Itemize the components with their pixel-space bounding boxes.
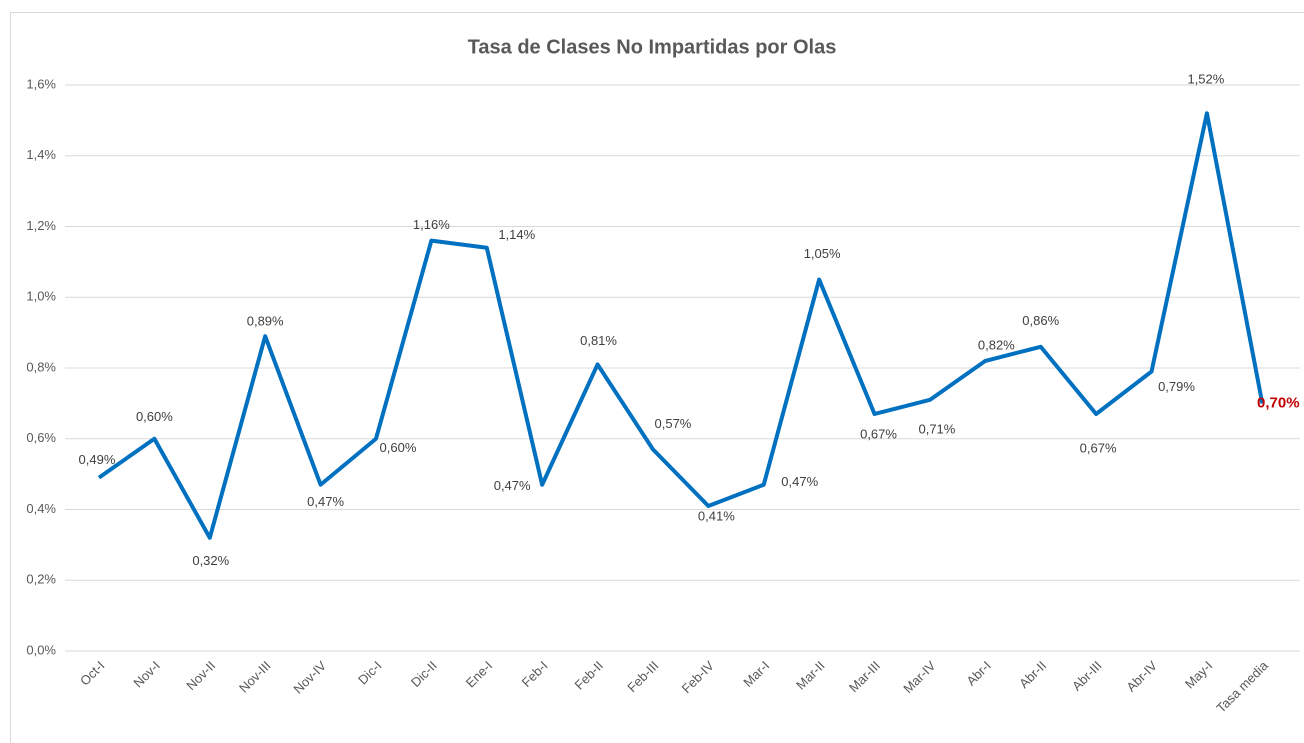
data-label: 0,71% (918, 421, 955, 436)
data-label: 0,82% (978, 337, 1015, 352)
x-tick-label: Abr-I (963, 658, 994, 689)
x-tick-label: Abr-IV (1123, 658, 1160, 695)
x-tick-label: Abr-III (1069, 658, 1105, 694)
x-tick-label: Mar-IV (900, 658, 938, 696)
data-label: 1,16% (413, 217, 450, 232)
chart-border (10, 12, 1304, 743)
data-label: 0,70% (1257, 394, 1300, 411)
data-label: 0,79% (1158, 379, 1195, 394)
data-label: 0,60% (136, 409, 173, 424)
data-label: 1,14% (498, 227, 535, 242)
data-label: 0,49% (79, 452, 116, 467)
data-label: 1,52% (1187, 72, 1224, 87)
x-tick-label: Oct-I (77, 658, 108, 689)
y-tick-label: 1,4% (26, 147, 56, 162)
x-tick-label: Feb-I (519, 658, 551, 690)
x-tick-label: Dic-II (408, 658, 440, 690)
x-tick-label: Nov-I (130, 658, 163, 691)
data-label: 0,60% (380, 440, 417, 455)
y-tick-label: 0,4% (26, 501, 56, 516)
x-tick-label: Mar-II (793, 658, 828, 693)
data-label: 0,81% (580, 333, 617, 348)
x-tick-label: Feb-III (624, 658, 661, 695)
data-label: 0,47% (307, 494, 344, 509)
x-tick-label: Abr-II (1016, 658, 1049, 691)
x-tick-label: Tasa media (1213, 657, 1271, 715)
y-tick-label: 1,2% (26, 218, 56, 233)
data-label: 0,67% (860, 426, 897, 441)
x-tick-label: Ene-I (463, 658, 496, 691)
x-tick-label: Nov-III (236, 658, 274, 696)
data-label: 0,47% (781, 474, 818, 489)
x-tick-label: May-I (1182, 658, 1216, 692)
data-label: 0,41% (698, 508, 735, 523)
x-tick-label: Feb-IV (679, 658, 717, 696)
x-tick-label: Feb-II (571, 658, 606, 693)
y-tick-label: 1,6% (26, 76, 56, 91)
y-tick-label: 0,6% (26, 430, 56, 445)
x-tick-label: Dic-I (355, 658, 384, 687)
x-tick-label: Mar-I (740, 658, 772, 690)
data-label: 0,86% (1022, 313, 1059, 328)
x-tick-label: Mar-III (846, 658, 883, 695)
data-line (97, 111, 1265, 540)
x-tick-label: Nov-IV (290, 658, 329, 697)
data-label: 0,32% (192, 553, 229, 568)
data-label: 0,57% (655, 416, 692, 431)
y-tick-label: 1,0% (26, 289, 56, 304)
y-tick-label: 0,8% (26, 359, 56, 374)
y-tick-label: 0,2% (26, 572, 56, 587)
data-label: 0,89% (247, 314, 284, 329)
data-label: 0,67% (1080, 440, 1117, 455)
data-label: 1,05% (804, 246, 841, 261)
data-label: 0,47% (494, 478, 531, 493)
x-tick-label: Nov-II (183, 658, 218, 693)
chart-title: Tasa de Clases No Impartidas por Olas (468, 36, 837, 58)
y-tick-label: 0,0% (26, 642, 56, 657)
